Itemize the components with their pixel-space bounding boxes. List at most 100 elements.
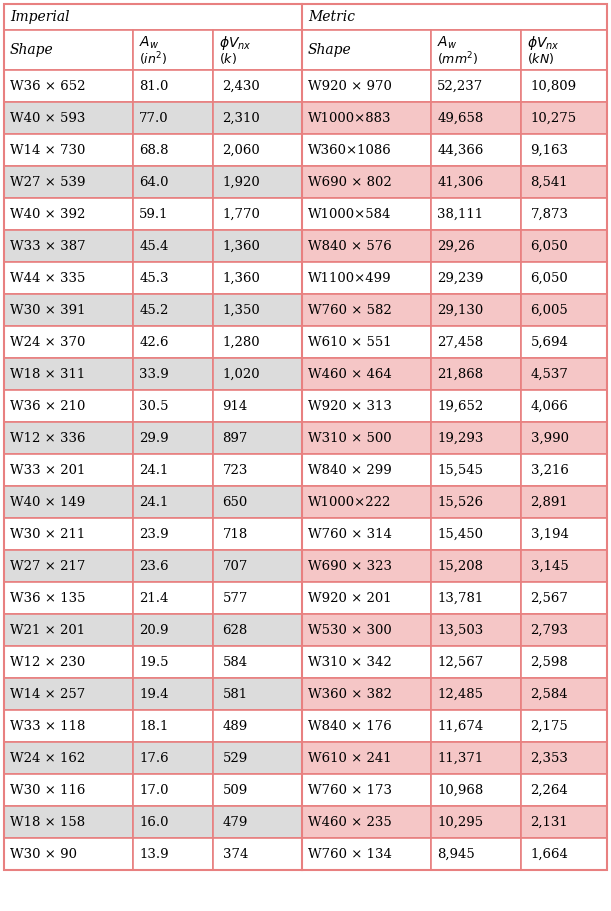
Bar — [521, 70, 607, 102]
Text: 77.0: 77.0 — [139, 111, 169, 125]
Bar — [4, 134, 133, 166]
Text: 3,216: 3,216 — [530, 464, 568, 476]
Bar — [431, 198, 521, 230]
Text: W690 × 323: W690 × 323 — [308, 559, 392, 572]
Text: W24 × 370: W24 × 370 — [10, 335, 86, 349]
Text: 16.0: 16.0 — [139, 815, 169, 828]
Text: 3,194: 3,194 — [530, 527, 568, 540]
Bar — [4, 70, 133, 102]
Text: 30.5: 30.5 — [139, 400, 169, 413]
Text: 1,020: 1,020 — [222, 367, 260, 381]
Text: 20.9: 20.9 — [139, 623, 169, 637]
Bar — [431, 742, 521, 774]
Bar — [4, 518, 133, 550]
Text: 45.3: 45.3 — [139, 271, 169, 284]
Text: W24 × 162: W24 × 162 — [10, 752, 86, 764]
Bar — [302, 646, 431, 678]
Text: W360 × 382: W360 × 382 — [308, 688, 392, 701]
Bar — [133, 262, 213, 294]
Bar — [521, 646, 607, 678]
Bar — [213, 614, 302, 646]
Text: 479: 479 — [222, 815, 248, 828]
Bar — [431, 646, 521, 678]
Bar — [302, 742, 431, 774]
Bar — [302, 294, 431, 326]
Text: 29.9: 29.9 — [139, 432, 169, 445]
Text: 6,050: 6,050 — [530, 271, 568, 284]
Bar — [213, 70, 302, 102]
Bar — [431, 30, 521, 70]
Text: 38,111: 38,111 — [437, 208, 483, 220]
Text: 581: 581 — [222, 688, 247, 701]
Text: 2,264: 2,264 — [530, 783, 568, 796]
Bar — [133, 198, 213, 230]
Bar — [302, 358, 431, 390]
Text: 27,458: 27,458 — [437, 335, 483, 349]
Text: Metric: Metric — [308, 10, 355, 24]
Text: 3,990: 3,990 — [530, 432, 569, 445]
Bar — [213, 454, 302, 486]
Text: $A_w$: $A_w$ — [139, 35, 159, 51]
Text: 374: 374 — [222, 847, 248, 861]
Bar — [213, 742, 302, 774]
Bar — [302, 134, 431, 166]
Text: 2,584: 2,584 — [530, 688, 568, 701]
Text: 1,360: 1,360 — [222, 271, 260, 284]
Bar — [213, 838, 302, 870]
Text: W760 × 134: W760 × 134 — [308, 847, 392, 861]
Bar — [302, 262, 431, 294]
Text: W760 × 173: W760 × 173 — [308, 783, 392, 796]
Bar — [4, 774, 133, 806]
Bar — [431, 710, 521, 742]
Text: Shape: Shape — [308, 43, 352, 57]
Bar — [521, 614, 607, 646]
Bar — [213, 486, 302, 518]
Text: 13,781: 13,781 — [437, 591, 483, 605]
Bar — [431, 422, 521, 454]
Text: 42.6: 42.6 — [139, 335, 169, 349]
Bar — [302, 582, 431, 614]
Bar — [4, 102, 133, 134]
Bar — [133, 614, 213, 646]
Bar — [213, 358, 302, 390]
Bar — [213, 774, 302, 806]
Text: 15,545: 15,545 — [437, 464, 483, 476]
Text: 10,275: 10,275 — [530, 111, 577, 125]
Bar — [4, 166, 133, 198]
Text: 68.8: 68.8 — [139, 144, 169, 157]
Text: $\phi V_{nx}$: $\phi V_{nx}$ — [219, 34, 251, 52]
Bar — [213, 326, 302, 358]
Bar — [521, 582, 607, 614]
Text: 15,526: 15,526 — [437, 496, 483, 508]
Bar — [521, 30, 607, 70]
Text: W360×1086: W360×1086 — [308, 144, 392, 157]
Text: W920 × 201: W920 × 201 — [308, 591, 392, 605]
Text: 13.9: 13.9 — [139, 847, 169, 861]
Bar — [4, 30, 133, 70]
Text: W18 × 158: W18 × 158 — [10, 815, 85, 828]
Bar — [302, 614, 431, 646]
Bar — [213, 102, 302, 134]
Bar — [133, 294, 213, 326]
Text: W30 × 391: W30 × 391 — [10, 303, 86, 316]
Text: W36 × 210: W36 × 210 — [10, 400, 86, 413]
Bar — [521, 710, 607, 742]
Text: W1000×584: W1000×584 — [308, 208, 392, 220]
Bar — [521, 326, 607, 358]
Bar — [521, 838, 607, 870]
Bar — [4, 838, 133, 870]
Text: 2,310: 2,310 — [222, 111, 260, 125]
Text: 2,353: 2,353 — [530, 752, 568, 764]
Text: 15,450: 15,450 — [437, 527, 483, 540]
Text: W44 × 335: W44 × 335 — [10, 271, 86, 284]
Text: W12 × 336: W12 × 336 — [10, 432, 86, 445]
Text: W690 × 802: W690 × 802 — [308, 176, 392, 189]
Text: 584: 584 — [222, 656, 247, 669]
Text: W30 × 116: W30 × 116 — [10, 783, 86, 796]
Bar — [4, 742, 133, 774]
Bar — [4, 262, 133, 294]
Bar — [133, 422, 213, 454]
Text: 1,360: 1,360 — [222, 240, 260, 252]
Text: $(kN)$: $(kN)$ — [527, 52, 554, 67]
Bar — [133, 838, 213, 870]
